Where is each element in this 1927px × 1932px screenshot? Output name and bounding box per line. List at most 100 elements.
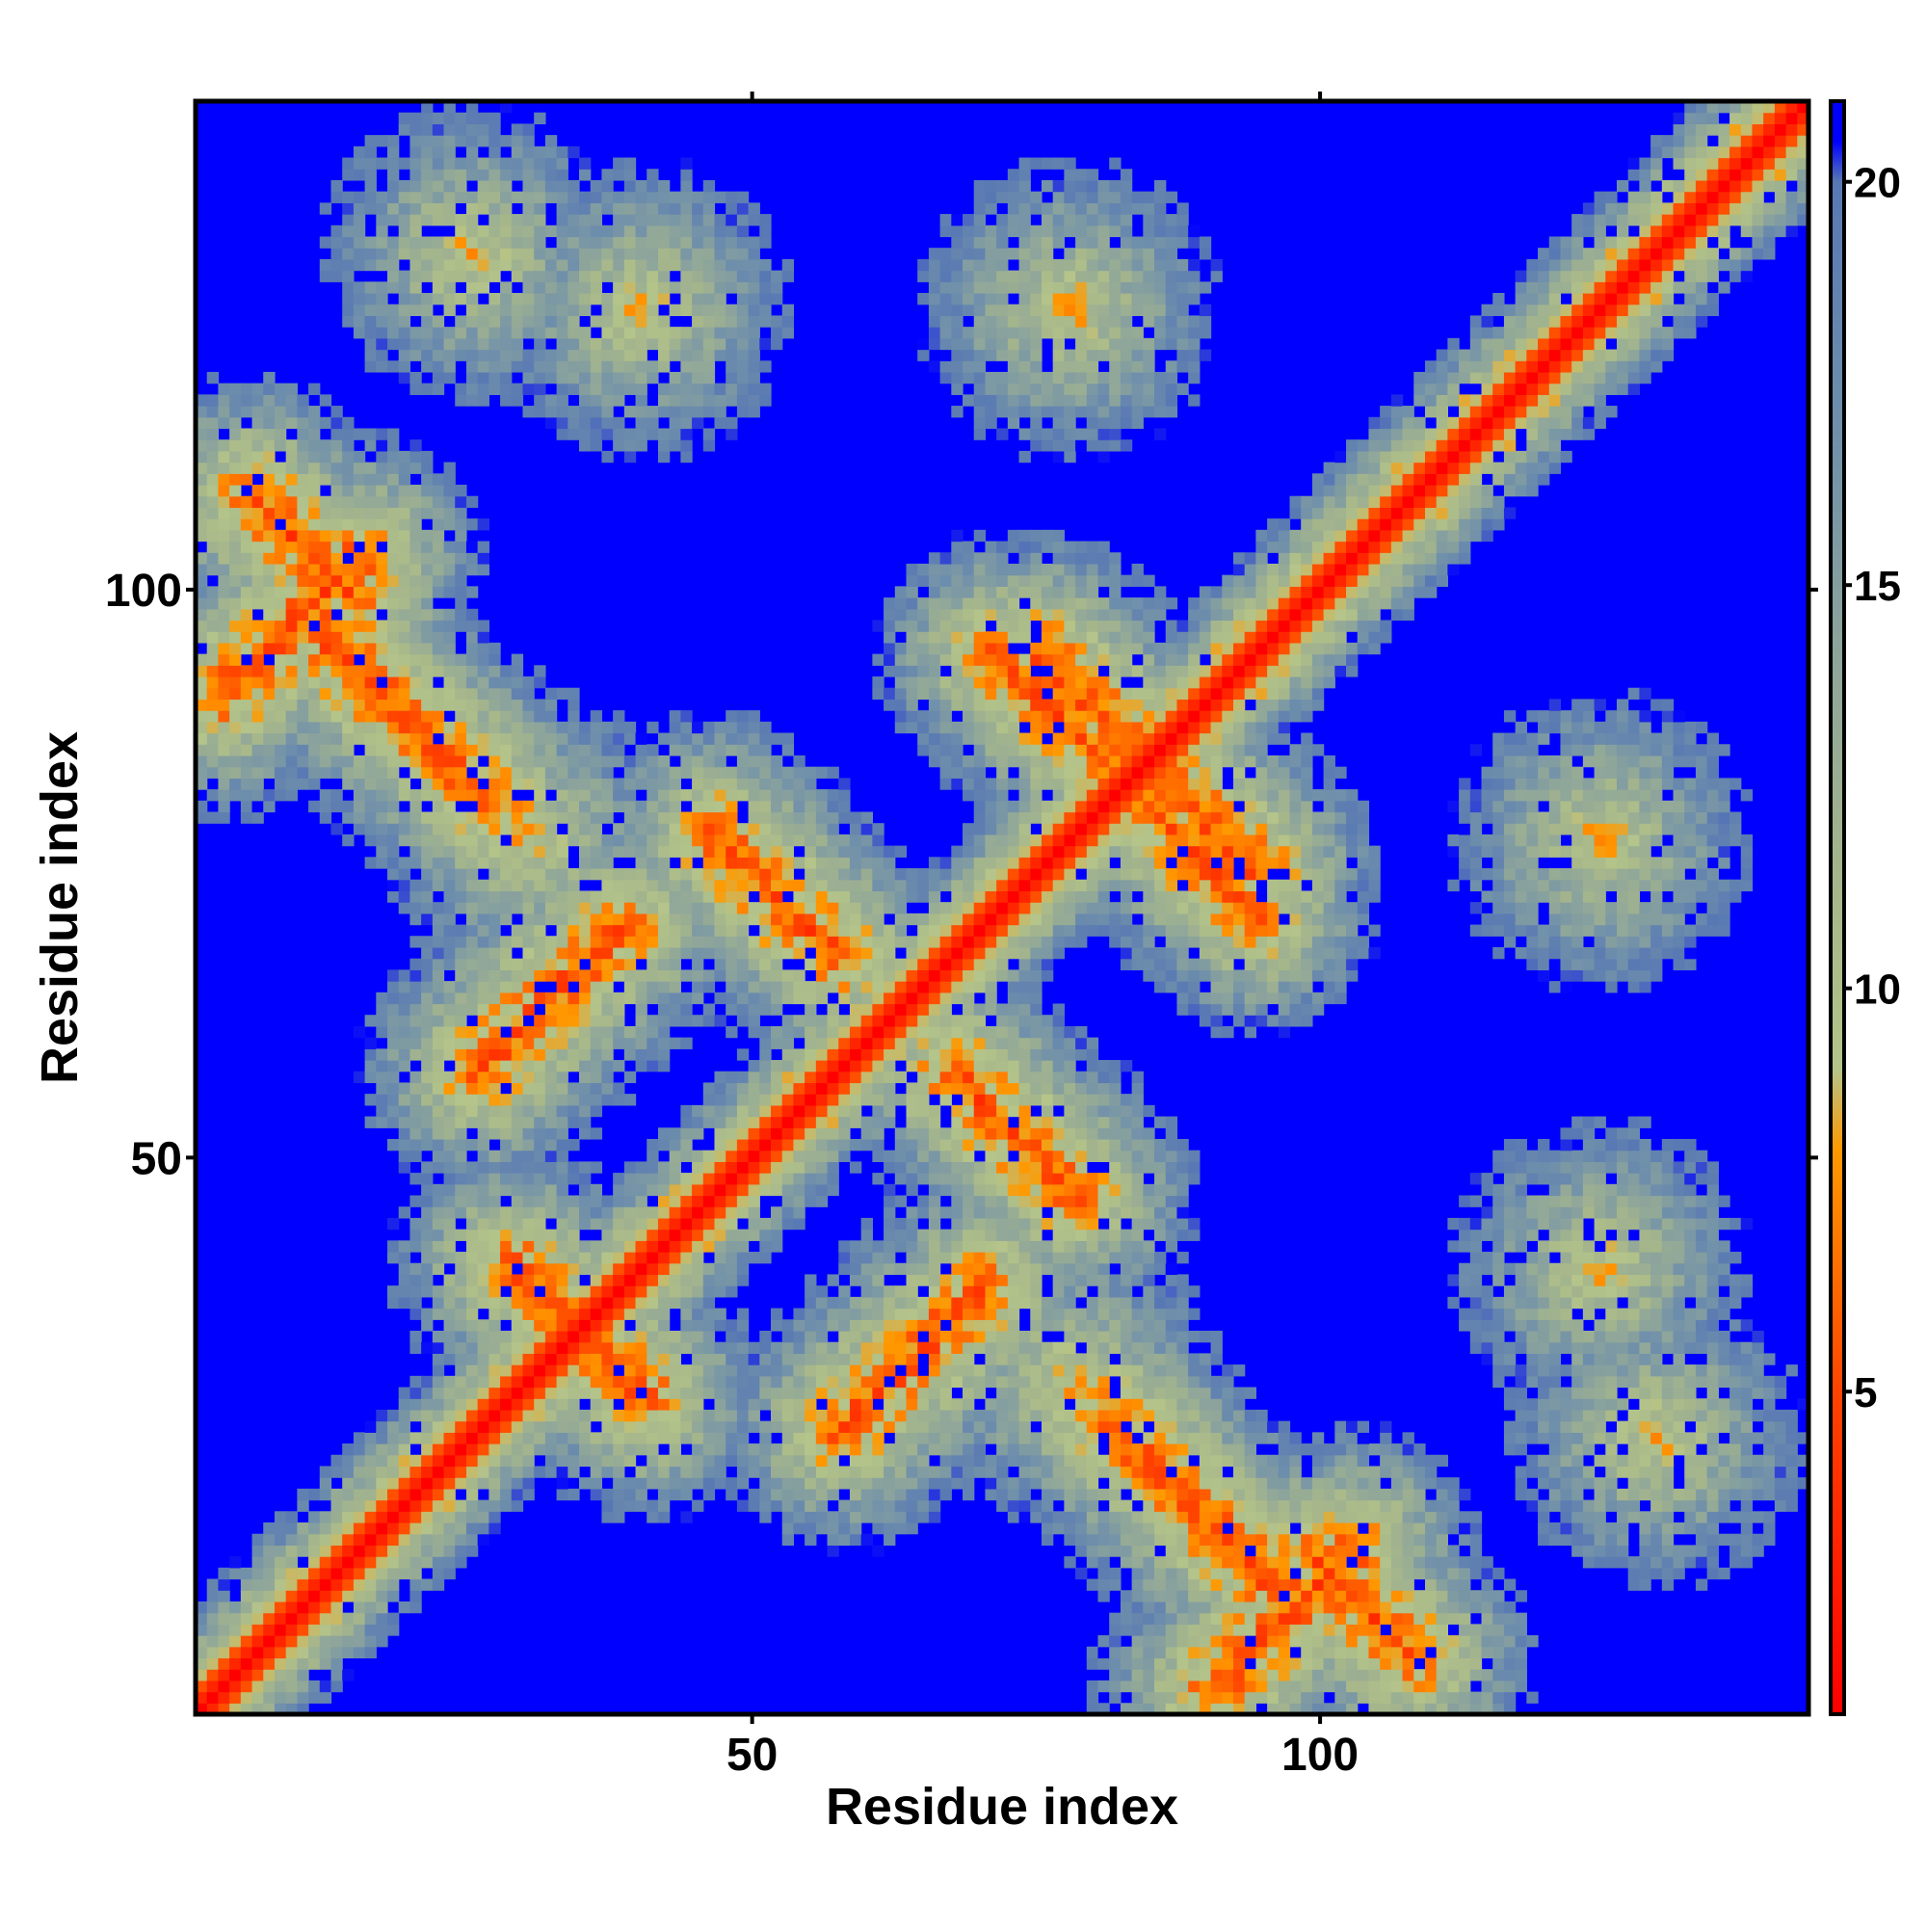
heatmap-cell [240, 394, 253, 407]
heatmap-cell [409, 1375, 422, 1389]
heatmap-cell [443, 1071, 456, 1084]
heatmap-cell [455, 597, 467, 610]
heatmap-cell [319, 552, 332, 565]
heatmap-cell [465, 304, 479, 317]
heatmap-cell [544, 169, 558, 181]
heatmap-cell [726, 1488, 738, 1501]
heatmap-cell [196, 574, 208, 587]
heatmap-cell [1109, 1657, 1122, 1670]
heatmap-cell [534, 879, 546, 892]
heatmap-cell [906, 1398, 918, 1411]
heatmap-cell [579, 281, 592, 294]
heatmap-cell [342, 304, 355, 317]
heatmap-cell [342, 811, 355, 824]
heatmap-cell [387, 541, 400, 553]
heatmap-cell [1718, 1420, 1730, 1433]
heatmap-cell [443, 946, 456, 960]
heatmap-cell [443, 902, 456, 914]
heatmap-cell [522, 1217, 535, 1231]
heatmap-cell [488, 1195, 501, 1207]
heatmap-cell [477, 1443, 489, 1456]
heatmap-cell [500, 1240, 513, 1253]
heatmap-cell [477, 112, 489, 125]
heatmap-cell [376, 563, 388, 576]
heatmap-cell [511, 123, 524, 136]
heatmap-cell [421, 315, 434, 328]
heatmap-cell [443, 1477, 456, 1490]
heatmap-cell [455, 541, 467, 553]
heatmap-cell [455, 1319, 467, 1332]
heatmap-cell [579, 1409, 592, 1422]
heatmap-cell [522, 800, 535, 813]
heatmap-cell [1346, 1657, 1359, 1670]
heatmap-cell [1131, 1612, 1144, 1625]
heatmap-cell [544, 281, 558, 294]
heatmap-cell [398, 293, 411, 305]
heatmap-cell [1718, 1499, 1730, 1512]
heatmap-cell [1143, 1353, 1155, 1365]
heatmap-cell [1199, 1387, 1212, 1399]
heatmap-cell [1210, 1488, 1223, 1501]
heatmap-cell [251, 1657, 264, 1670]
heatmap-cell [376, 620, 388, 632]
heatmap-cell [635, 1499, 647, 1512]
heatmap-cell [1402, 1443, 1414, 1456]
heatmap-cell [376, 1612, 388, 1625]
heatmap-cell [579, 1003, 592, 1016]
heatmap-cell [623, 1488, 637, 1501]
heatmap-cell [206, 1635, 220, 1648]
heatmap-cell [917, 1341, 930, 1354]
heatmap-cell [906, 1409, 918, 1422]
heatmap-cell [544, 1262, 558, 1276]
heatmap-cell [421, 1375, 434, 1389]
heatmap-cell [1086, 1556, 1099, 1569]
heatmap-cell [1346, 1669, 1359, 1681]
heatmap-cell [1075, 1545, 1088, 1557]
heatmap-cell [1086, 1499, 1099, 1512]
heatmap-cell [1661, 1556, 1675, 1569]
heatmap-cell [432, 1206, 445, 1219]
heatmap-cell [1255, 1578, 1268, 1591]
heatmap-cell [522, 225, 535, 238]
heatmap-cell [398, 857, 411, 869]
heatmap-cell [465, 1330, 479, 1343]
heatmap-cell [1052, 1409, 1065, 1422]
heatmap-cell [1763, 1454, 1776, 1468]
heatmap-cell [1650, 1432, 1663, 1444]
heatmap-cell [206, 721, 220, 734]
heatmap-cell [657, 1353, 671, 1365]
heatmap-cell [534, 337, 546, 351]
heatmap-cell [409, 823, 422, 835]
heatmap-cell [477, 123, 489, 136]
heatmap-cell [432, 789, 445, 802]
heatmap-cell [781, 1420, 795, 1433]
heatmap-cell [1176, 1443, 1189, 1456]
heatmap-cell [465, 146, 479, 159]
heatmap-cell [1718, 1466, 1730, 1478]
heatmap-cell [906, 1466, 918, 1478]
heatmap-cell [455, 179, 467, 193]
heatmap-cell [1650, 1533, 1663, 1547]
heatmap-cell [477, 642, 489, 655]
heatmap-cell [928, 1409, 941, 1422]
heatmap-cell [1289, 1533, 1302, 1547]
heatmap-cell [1469, 1556, 1483, 1569]
heatmap-cell [196, 1646, 208, 1659]
heatmap-cell [319, 473, 332, 486]
heatmap-cell [376, 1545, 388, 1557]
heatmap-cell [353, 800, 366, 813]
heatmap-cell [297, 416, 309, 430]
heatmap-cell [1007, 1420, 1020, 1433]
heatmap-cell [308, 597, 321, 610]
heatmap-cell [364, 281, 377, 294]
heatmap-cell [1188, 1387, 1201, 1399]
heatmap-cell [736, 1375, 750, 1389]
heatmap-cell [1492, 1657, 1505, 1670]
heatmap-cell [1548, 1533, 1562, 1547]
heatmap-cell [1210, 1375, 1223, 1389]
heatmap-cell [364, 1590, 377, 1602]
heatmap-cell [477, 563, 489, 576]
heatmap-cell [342, 642, 355, 655]
heatmap-cell [894, 1488, 908, 1501]
heatmap-cell [353, 462, 366, 474]
